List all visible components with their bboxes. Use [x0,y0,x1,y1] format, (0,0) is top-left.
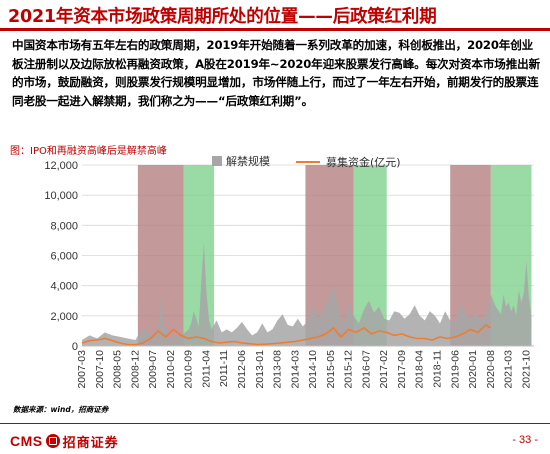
x-tick-label: 2018-04 [414,350,426,389]
policy-period-red [450,165,491,346]
policy-period-green [183,165,215,346]
x-tick-label: 2008-05 [112,350,124,389]
x-tick-label: 2020-01 [467,350,479,389]
x-tick-label: 2015-12 [343,350,355,389]
x-tick-label: 2009-07 [147,350,159,389]
x-tick-label: 2008-12 [129,350,141,389]
x-tick-label: 2021-10 [520,350,532,389]
x-tick-label: 2007-10 [94,350,106,389]
x-tick-label: 2016-07 [360,350,372,389]
x-tick-label: 2018-11 [432,350,444,388]
y-tick-label: 12,000 [44,160,78,172]
logo-chinese: 招商证券 [62,435,119,451]
legend-unlock-label: 解禁规模 [226,154,270,168]
y-tick-label: 0 [72,341,78,353]
legend-fundraising-label: 募集资金(亿元) [326,155,401,169]
page-number: - 33 - [512,434,538,446]
logo-seal-icon [45,434,60,448]
x-tick-label: 2010-09 [183,350,195,389]
legend-unlock-swatch [212,156,222,166]
x-tick-label: 2014-03 [289,350,301,389]
summary-paragraph: 中国资本市场有五年左右的政策周期，2019年开始随着一系列改革的加速，科创板推出… [12,38,541,108]
y-tick-label: 6,000 [50,251,78,263]
x-tick-label: 2013-08 [272,350,284,389]
footer-divider [0,423,550,424]
x-tick-label: 2021-03 [503,350,515,389]
unlock-volume-area [82,243,532,346]
x-tick-label: 2012-06 [236,350,248,389]
x-tick-label: 2007-03 [76,350,88,389]
x-tick-label: 2014-10 [307,350,319,389]
y-tick-label: 8,000 [50,220,78,232]
x-tick-label: 2011-11 [218,350,230,387]
page-title: 2021年资本市场政策周期所处的位置——后政策红利期 [8,7,437,27]
unlock-fundraising-chart: 0 2,000 4,000 6,000 8,000 10,000 12,000 2007-03… [44,154,534,389]
y-tick-label: 10,000 [44,190,78,202]
x-tick-label: 2011-04 [200,350,212,388]
fundraising-line [81,323,492,346]
chart-caption: 图：IPO和再融资高峰后是解禁高峰 [10,146,167,157]
x-tick-label: 2015-05 [325,350,337,389]
cms-logo: CMS 招商证券 [10,432,119,451]
x-tick-label: 2010-02 [165,350,177,389]
x-tick-label: 2013-01 [254,350,266,389]
logo-latin: CMS [10,433,43,449]
data-source: 数据来源：wind，招商证券 [13,405,109,414]
y-tick-label: 2,000 [50,311,78,323]
x-tick-label: 2019-06 [449,350,461,389]
y-tick-label: 4,000 [50,281,78,293]
x-tick-label: 2017-02 [378,350,390,389]
title-divider [0,28,550,31]
x-tick-label: 2017-09 [396,350,408,389]
x-tick-label: 2020-08 [485,350,497,389]
